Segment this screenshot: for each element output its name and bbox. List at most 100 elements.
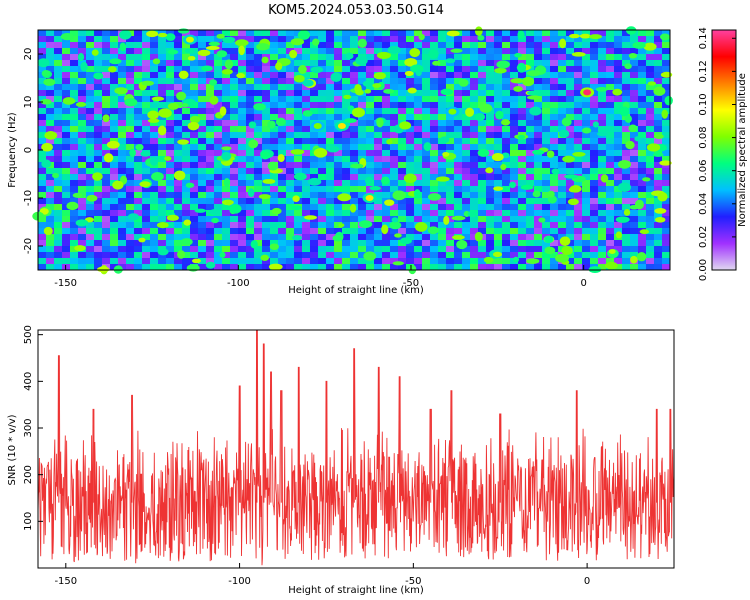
heatmap-cell bbox=[262, 102, 270, 108]
heatmap-blob bbox=[474, 26, 483, 36]
heatmap-cell bbox=[614, 114, 622, 120]
heatmap-cell bbox=[486, 180, 494, 186]
heatmap-cell bbox=[350, 186, 358, 192]
heatmap-cell bbox=[182, 192, 190, 198]
heatmap-cell bbox=[78, 72, 86, 78]
heatmap-cell bbox=[422, 84, 430, 90]
heatmap-cell bbox=[238, 60, 246, 66]
heatmap-cell bbox=[126, 84, 134, 90]
heatmap-cell bbox=[622, 246, 630, 252]
heatmap-cell bbox=[246, 72, 254, 78]
heatmap-cell bbox=[134, 264, 142, 270]
heatmap-cell bbox=[614, 180, 622, 186]
heatmap-cell bbox=[630, 60, 638, 66]
heatmap-cell bbox=[342, 48, 350, 54]
heatmap-cell bbox=[150, 204, 158, 210]
heatmap-cell bbox=[238, 84, 246, 90]
heatmap-cell bbox=[62, 120, 70, 126]
heatmap-blob bbox=[612, 88, 623, 96]
heatmap-blob bbox=[292, 235, 303, 241]
heatmap-cell bbox=[542, 114, 550, 120]
heatmap-y-tick-label: -20 bbox=[23, 238, 34, 254]
heatmap-cell bbox=[238, 96, 246, 102]
heatmap-blob bbox=[43, 226, 53, 236]
heatmap-cell bbox=[222, 210, 230, 216]
heatmap-cell bbox=[126, 114, 134, 120]
heatmap-cell bbox=[198, 264, 206, 270]
heatmap-cell bbox=[46, 264, 54, 270]
heatmap-blob bbox=[643, 42, 657, 51]
heatmap-cell bbox=[574, 54, 582, 60]
heatmap-cell bbox=[206, 228, 214, 234]
heatmap-cell bbox=[142, 90, 150, 96]
heatmap-cell bbox=[574, 216, 582, 222]
heatmap-cell bbox=[358, 228, 366, 234]
heatmap-cell bbox=[526, 180, 534, 186]
heatmap-cell bbox=[534, 84, 542, 90]
heatmap-cell bbox=[494, 90, 502, 96]
heatmap-blob bbox=[310, 66, 324, 73]
heatmap-cell bbox=[86, 84, 94, 90]
heatmap-cell bbox=[182, 210, 190, 216]
heatmap-cell bbox=[166, 84, 174, 90]
heatmap-cell bbox=[126, 42, 134, 48]
heatmap-cells bbox=[32, 26, 673, 275]
heatmap-cell bbox=[486, 222, 494, 228]
heatmap-cell bbox=[478, 78, 486, 84]
heatmap-cell bbox=[358, 252, 366, 258]
heatmap-cell bbox=[590, 150, 598, 156]
heatmap-cell bbox=[270, 60, 278, 66]
heatmap-blob bbox=[205, 45, 220, 50]
heatmap-cell bbox=[318, 114, 326, 120]
heatmap-cell bbox=[390, 162, 398, 168]
heatmap-cell bbox=[78, 228, 86, 234]
heatmap-cell bbox=[166, 264, 174, 270]
heatmap-cell bbox=[494, 234, 502, 240]
heatmap-cell bbox=[78, 132, 86, 138]
heatmap-cell bbox=[398, 42, 406, 48]
heatmap-cell bbox=[374, 90, 382, 96]
heatmap-cell bbox=[390, 60, 398, 66]
heatmap-cell bbox=[238, 186, 246, 192]
heatmap-cell bbox=[190, 246, 198, 252]
heatmap-cell bbox=[126, 48, 134, 54]
heatmap-cell bbox=[326, 240, 334, 246]
heatmap-cell bbox=[462, 174, 470, 180]
heatmap-cell bbox=[534, 114, 542, 120]
heatmap-cell bbox=[110, 108, 118, 114]
heatmap-cell bbox=[630, 72, 638, 78]
heatmap-cell bbox=[646, 162, 654, 168]
heatmap-cell bbox=[414, 114, 422, 120]
colorbar-gradient bbox=[712, 30, 736, 270]
heatmap-cell bbox=[70, 246, 78, 252]
heatmap-cell bbox=[622, 234, 630, 240]
heatmap-cell bbox=[542, 186, 550, 192]
heatmap-cell bbox=[134, 54, 142, 60]
heatmap-cell bbox=[390, 180, 398, 186]
heatmap-blob bbox=[152, 58, 161, 65]
heatmap-cell bbox=[430, 210, 438, 216]
heatmap-cell bbox=[558, 264, 566, 270]
heatmap-cell bbox=[446, 42, 454, 48]
heatmap-cell bbox=[630, 132, 638, 138]
heatmap-cell bbox=[542, 48, 550, 54]
heatmap-cell bbox=[406, 216, 414, 222]
heatmap-cell bbox=[70, 66, 78, 72]
heatmap-cell bbox=[70, 150, 78, 156]
heatmap-cell bbox=[438, 246, 446, 252]
heatmap-cell bbox=[606, 204, 614, 210]
heatmap-cell bbox=[662, 78, 670, 84]
heatmap-cell bbox=[526, 264, 534, 270]
heatmap-cell bbox=[134, 102, 142, 108]
heatmap-cell bbox=[406, 222, 414, 228]
heatmap-cell bbox=[358, 78, 366, 84]
heatmap-cell bbox=[254, 216, 262, 222]
heatmap-cell bbox=[86, 252, 94, 258]
heatmap-cell bbox=[470, 180, 478, 186]
heatmap-blob bbox=[102, 114, 110, 123]
heatmap-cell bbox=[494, 204, 502, 210]
heatmap-cell bbox=[358, 120, 366, 126]
heatmap-cell bbox=[622, 252, 630, 258]
heatmap-cell bbox=[238, 36, 246, 42]
heatmap-cell bbox=[182, 264, 190, 270]
